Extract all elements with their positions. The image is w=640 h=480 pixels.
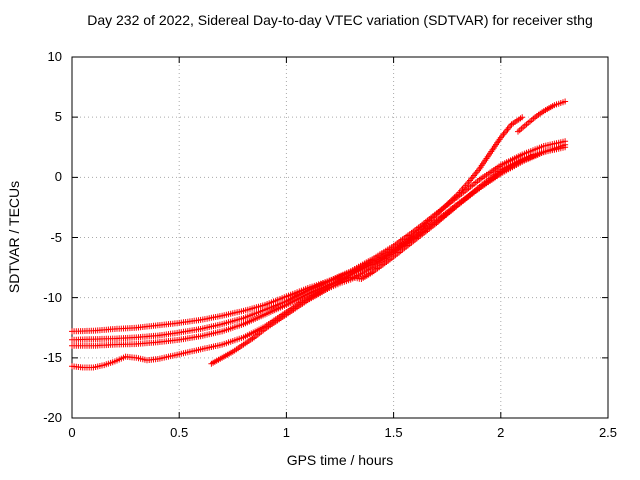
data-series-trace-2 — [69, 138, 569, 343]
y-tick-label: -15 — [43, 349, 62, 365]
x-tick-label: 2 — [497, 425, 505, 440]
data-series-trace-5 — [208, 114, 526, 367]
x-axis-label: GPS time / hours — [286, 452, 394, 468]
x-tick-label: 0.5 — [170, 425, 189, 440]
x-tick-label: 1 — [282, 425, 290, 440]
y-tick-label: -20 — [43, 410, 62, 425]
y-tick-label: -10 — [43, 289, 62, 305]
data-series-trace-3 — [69, 151, 536, 349]
y-tick-label: -5 — [50, 229, 62, 245]
y-tick-label: 5 — [54, 109, 62, 125]
y-tick-label: 0 — [54, 169, 62, 185]
x-tick-label: 1.5 — [384, 425, 403, 440]
y-tick-label: 10 — [47, 49, 62, 64]
data-series-trace-6 — [515, 98, 569, 135]
chart-title: Day 232 of 2022, Sidereal Day-to-day VTE… — [87, 12, 593, 28]
grid-lines — [72, 57, 608, 418]
data-series-trace-4 — [69, 141, 569, 371]
x-tick-label: 0 — [68, 425, 76, 440]
tick-marks — [71, 56, 609, 419]
x-tick-label: 2.5 — [598, 425, 618, 440]
